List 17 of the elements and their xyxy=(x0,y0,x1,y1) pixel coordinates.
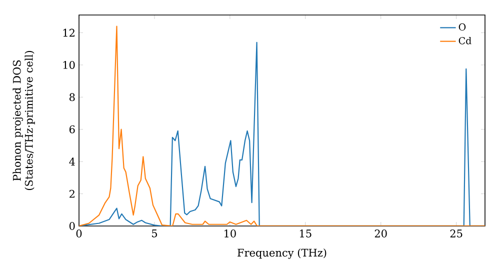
x-tick-label: 5 xyxy=(152,230,157,238)
x-tick-label: 25 xyxy=(450,230,462,238)
x-tick-label: 0 xyxy=(76,230,82,238)
y-axis-title: Phonon projected DOS (States/THz·primitive cell) xyxy=(12,50,35,190)
y-tick-label: 8 xyxy=(70,93,75,102)
y-tick-label: 4 xyxy=(69,158,75,166)
x-tick-label: 20 xyxy=(374,230,387,238)
legend-label: O xyxy=(458,23,466,31)
y-tick-label: 2 xyxy=(70,190,74,198)
y-tick-label: 10 xyxy=(63,60,75,69)
y-tick-label: 12 xyxy=(63,28,74,37)
x-axis-title: Frequency (THz) xyxy=(238,248,326,259)
legend-label: Cd xyxy=(458,36,472,44)
x-tick-label: 10 xyxy=(224,230,236,238)
x-tick-label: 15 xyxy=(300,230,312,238)
y-tick-label: 6 xyxy=(70,125,75,134)
y-tick-label: 0 xyxy=(69,222,75,230)
